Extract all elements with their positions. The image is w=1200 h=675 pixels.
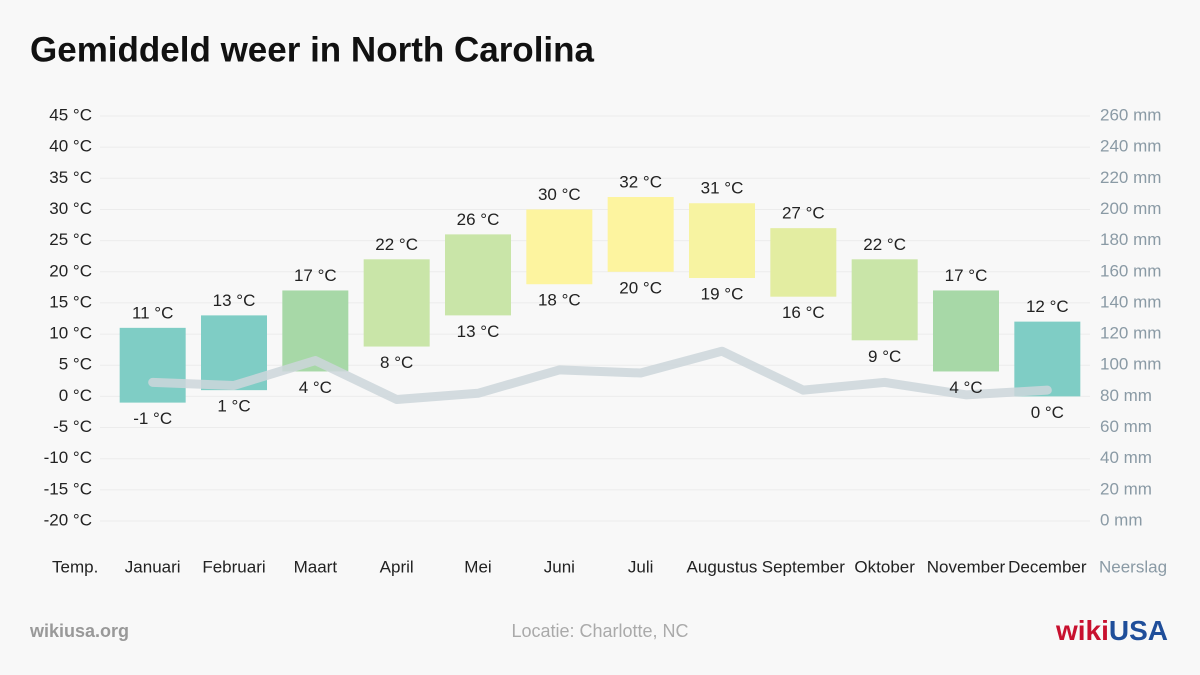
- y2-tick-label: 100 mm: [1100, 355, 1161, 374]
- high-label: 27 °C: [782, 204, 825, 223]
- precipitation-line: [148, 346, 1052, 404]
- y-tick-label: 35 °C: [49, 168, 92, 187]
- y2-tick-label: 80 mm: [1100, 386, 1152, 405]
- temp-bar: [119, 327, 186, 403]
- x-tick-label: Mei: [464, 557, 491, 576]
- x-tick-label: December: [1008, 557, 1087, 576]
- y-tick-label: 5 °C: [59, 355, 92, 374]
- high-label: 11 °C: [132, 303, 173, 322]
- low-label: 19 °C: [701, 284, 744, 303]
- y-tick-label: 20 °C: [49, 261, 92, 280]
- x-tick-label: Augustus: [687, 557, 758, 576]
- y-tick-label: -15 °C: [44, 479, 92, 498]
- high-label: 32 °C: [619, 172, 662, 191]
- y-tick-label: 45 °C: [49, 105, 92, 124]
- chart-title: Gemiddeld weer in North Carolina: [30, 30, 595, 69]
- y-tick-label: 15 °C: [49, 292, 92, 311]
- y-tick-label: -10 °C: [44, 448, 92, 467]
- temp-bar: [851, 259, 918, 341]
- source: wikiusa.org: [29, 621, 129, 641]
- low-label: 9 °C: [868, 347, 901, 366]
- y-tick-label: 10 °C: [49, 324, 92, 343]
- low-label: 16 °C: [782, 303, 825, 322]
- logo: wikiUSA: [1055, 615, 1168, 646]
- y-axis-label: Temp.: [52, 557, 98, 576]
- low-label: 1 °C: [217, 397, 250, 416]
- high-label: 22 °C: [375, 235, 418, 254]
- logo-part: USA: [1109, 615, 1168, 646]
- low-label: 4 °C: [299, 378, 332, 397]
- high-label: 31 °C: [701, 179, 744, 198]
- x-tick-label: April: [380, 557, 414, 576]
- high-label: 13 °C: [213, 291, 256, 310]
- high-label: 17 °C: [294, 266, 337, 285]
- low-label: 4 °C: [949, 378, 982, 397]
- temp-bar: [933, 290, 999, 372]
- x-tick-label: November: [927, 557, 1006, 576]
- temp-bar: [607, 197, 674, 272]
- high-label: 30 °C: [538, 185, 581, 204]
- y-tick-label: 30 °C: [49, 199, 92, 218]
- low-label: 0 °C: [1031, 403, 1064, 422]
- low-label: 20 °C: [619, 278, 662, 297]
- temp-bar: [1014, 321, 1081, 397]
- location-note: Locatie: Charlotte, NC: [511, 621, 688, 641]
- temp-bar: [526, 209, 593, 285]
- y2-tick-label: 40 mm: [1100, 448, 1152, 467]
- low-label: 8 °C: [380, 353, 413, 372]
- y-tick-label: 40 °C: [49, 137, 92, 156]
- high-label: 22 °C: [863, 235, 906, 254]
- y2-tick-label: 240 mm: [1100, 137, 1161, 156]
- x-tick-label: Februari: [202, 557, 265, 576]
- x-tick-label: Januari: [125, 557, 181, 576]
- high-label: 17 °C: [945, 266, 988, 285]
- y-tick-label: 0 °C: [59, 386, 92, 405]
- y2-axis-label: Neerslag: [1099, 557, 1167, 576]
- x-tick-label: Juli: [628, 557, 654, 576]
- y-tick-label: -20 °C: [44, 510, 92, 529]
- x-tick-label: Juni: [544, 557, 575, 576]
- y2-tick-label: 160 mm: [1100, 261, 1161, 280]
- y2-tick-label: 140 mm: [1100, 292, 1161, 311]
- logo-part: wiki: [1055, 615, 1109, 646]
- y-tick-label: -5 °C: [53, 417, 92, 436]
- temp-bar: [363, 259, 430, 347]
- high-label: 12 °C: [1026, 297, 1069, 316]
- y2-tick-label: 180 mm: [1100, 230, 1161, 249]
- x-tick-label: September: [762, 557, 845, 576]
- high-label: 26 °C: [457, 210, 500, 229]
- y2-tick-label: 120 mm: [1100, 324, 1161, 343]
- x-tick-label: Maart: [294, 557, 338, 576]
- y2-tick-label: 20 mm: [1100, 479, 1152, 498]
- low-label: 18 °C: [538, 291, 581, 310]
- x-tick-label: Oktober: [854, 557, 915, 576]
- temp-bar: [445, 234, 511, 316]
- low-label: 13 °C: [457, 322, 500, 341]
- temp-bar: [770, 228, 837, 297]
- y-tick-label: 25 °C: [49, 230, 92, 249]
- low-label: -1 °C: [133, 409, 172, 428]
- y2-tick-label: 200 mm: [1100, 199, 1161, 218]
- temp-bar: [689, 203, 755, 278]
- y2-tick-label: 0 mm: [1100, 510, 1143, 529]
- y2-tick-label: 220 mm: [1100, 168, 1161, 187]
- y2-tick-label: 60 mm: [1100, 417, 1152, 436]
- y2-tick-label: 260 mm: [1100, 105, 1161, 124]
